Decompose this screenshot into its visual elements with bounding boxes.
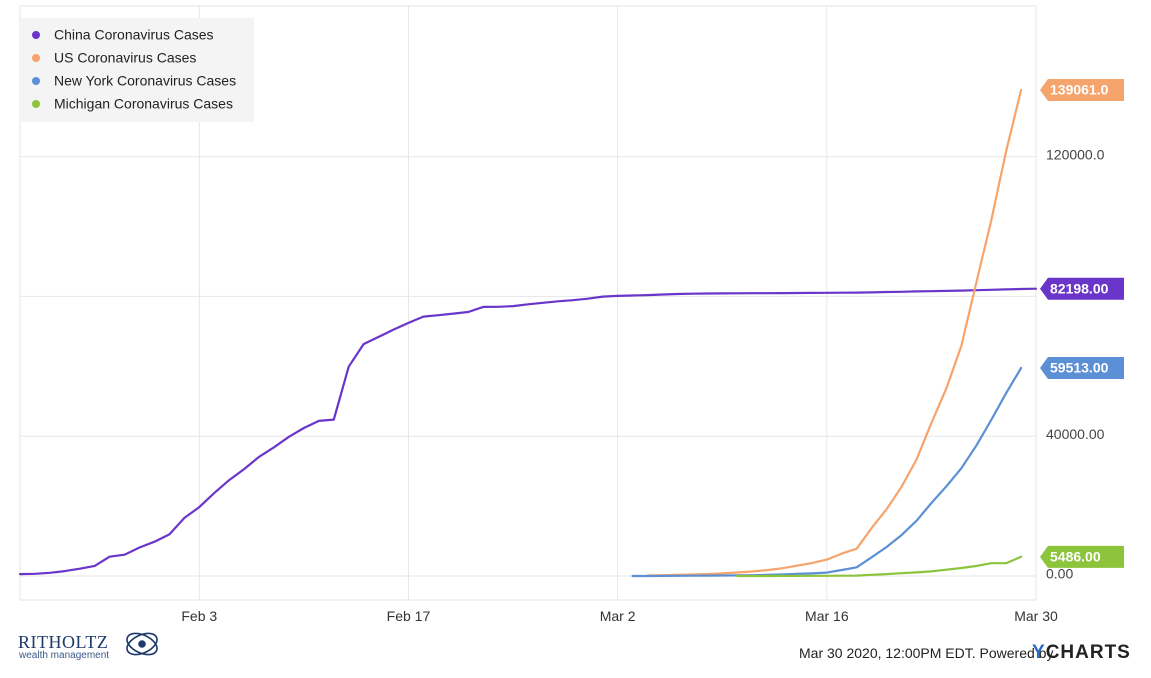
legend-box <box>20 18 254 122</box>
series-line <box>18 287 1038 576</box>
legend-entry-label: China Coronavirus Cases <box>54 27 214 43</box>
series-lines <box>18 88 1038 578</box>
footer-timestamp: Mar 30 2020, 12:00PM EDT. Powered by <box>799 645 1054 661</box>
series-line <box>646 88 1023 577</box>
x-tick-label: Mar 30 <box>1014 608 1058 624</box>
legend-marker <box>32 54 40 62</box>
last-value-flag <box>1040 277 1124 300</box>
x-tick-label: Mar 16 <box>805 608 849 624</box>
legend-marker <box>32 31 40 39</box>
legend[interactable]: China Coronavirus Cases US Coronavirus Ca… <box>20 18 254 122</box>
x-tick-label: Mar 2 <box>600 608 636 624</box>
ycharts-brand[interactable]: YCHARTS <box>1032 642 1131 664</box>
axes: Feb 3 Feb 17 Mar 2 Mar 16 Mar 30 0.00 40000.00… <box>181 146 1104 624</box>
ritholtz-logo-subtitle: wealth management <box>19 650 110 661</box>
series-line <box>631 366 1023 578</box>
legend-marker <box>32 77 40 85</box>
legend-entry-label: Michigan Coronavirus Cases <box>54 96 233 112</box>
x-tick-label: Feb 17 <box>387 608 431 624</box>
y-tick-label: 0.00 <box>1046 566 1073 582</box>
legend-entry-label: US Coronavirus Cases <box>54 50 196 66</box>
series-line <box>736 555 1023 578</box>
ycharts-brand-rest: CHARTS <box>1045 642 1131 663</box>
last-value-flags: 82198.00 139061.0 59513.00 5486.00 <box>1040 79 1124 568</box>
last-value-flag <box>1040 545 1124 568</box>
last-value-flag <box>1040 79 1124 101</box>
legend-entry-label: New York Coronavirus Cases <box>54 73 236 89</box>
last-value-label: 82198.00 <box>1050 280 1109 296</box>
last-value-flag <box>1040 357 1124 380</box>
y-tick-label: 40000.00 <box>1046 426 1105 442</box>
ritholtz-logo-text: RITHOLTZ <box>18 632 109 652</box>
grid <box>19 5 1037 601</box>
last-value-label: 59513.00 <box>1050 360 1109 376</box>
y-tick-label: 120000.0 <box>1046 146 1105 162</box>
last-value-label: 5486.00 <box>1050 549 1101 565</box>
last-value-label: 139061.0 <box>1050 82 1109 98</box>
x-tick-label: Feb 3 <box>181 608 217 624</box>
ritholtz-emblem-icon <box>126 632 158 656</box>
legend-marker <box>32 100 40 108</box>
ycharts-brand-y: Y <box>1032 642 1046 663</box>
